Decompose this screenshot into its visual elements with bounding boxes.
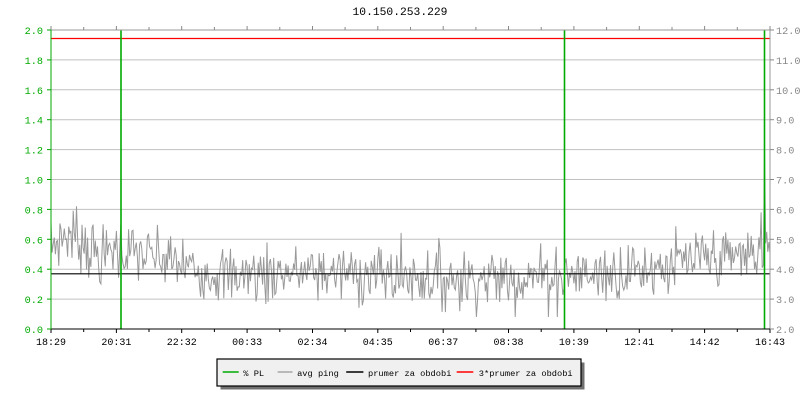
svg-text:10:39: 10:39 <box>559 338 589 349</box>
svg-text:5.0: 5.0 <box>776 236 794 247</box>
svg-text:18:29: 18:29 <box>36 338 66 349</box>
svg-text:9.0: 9.0 <box>776 117 794 128</box>
svg-text:08:38: 08:38 <box>493 338 523 349</box>
svg-text:16:43: 16:43 <box>755 338 785 349</box>
svg-text:02:34: 02:34 <box>297 338 327 349</box>
svg-text:7.0: 7.0 <box>776 177 794 188</box>
svg-text:12.0: 12.0 <box>776 27 800 38</box>
svg-text:12:41: 12:41 <box>624 338 654 349</box>
svg-text:3.0: 3.0 <box>776 296 794 307</box>
svg-text:8.0: 8.0 <box>776 147 794 158</box>
svg-text:prumer za obdobi: prumer za obdobi <box>368 369 451 379</box>
svg-text:0.8: 0.8 <box>25 206 43 217</box>
svg-text:06:37: 06:37 <box>428 338 458 349</box>
svg-text:1.8: 1.8 <box>25 57 43 68</box>
svg-text:avg ping: avg ping <box>297 369 339 379</box>
svg-text:10.150.253.229: 10.150.253.229 <box>353 7 448 19</box>
svg-text:10.0: 10.0 <box>776 87 800 98</box>
svg-text:1.2: 1.2 <box>25 147 43 158</box>
svg-text:04:35: 04:35 <box>363 338 393 349</box>
svg-text:6.0: 6.0 <box>776 206 794 217</box>
svg-text:2.0: 2.0 <box>25 27 43 38</box>
svg-text:3*prumer za obdobi: 3*prumer za obdobi <box>479 369 573 379</box>
svg-text:% PL: % PL <box>243 369 264 379</box>
svg-text:1.0: 1.0 <box>25 177 43 188</box>
svg-text:4.0: 4.0 <box>776 266 794 277</box>
svg-text:11.0: 11.0 <box>776 57 800 68</box>
svg-text:0.4: 0.4 <box>25 266 43 277</box>
svg-text:00:33: 00:33 <box>232 338 262 349</box>
svg-text:0.2: 0.2 <box>25 296 43 307</box>
svg-text:0.6: 0.6 <box>25 236 43 247</box>
svg-text:1.4: 1.4 <box>25 117 43 128</box>
svg-text:1.6: 1.6 <box>25 87 43 98</box>
svg-text:2.0: 2.0 <box>776 326 794 337</box>
svg-text:20:31: 20:31 <box>101 338 131 349</box>
svg-text:22:32: 22:32 <box>167 338 197 349</box>
svg-text:0.0: 0.0 <box>25 326 43 337</box>
svg-text:14:42: 14:42 <box>690 338 720 349</box>
